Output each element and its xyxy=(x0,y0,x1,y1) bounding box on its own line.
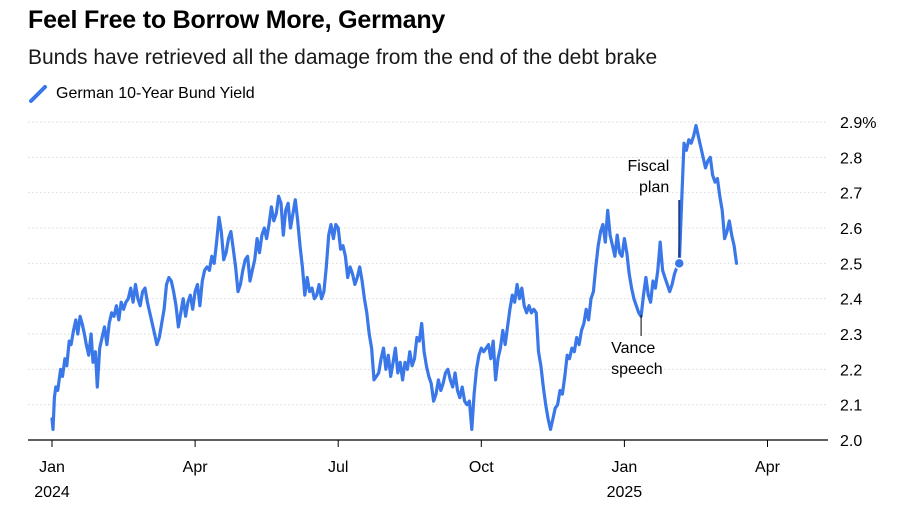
gridlines xyxy=(28,121,828,441)
y-tick-label: 2.5 xyxy=(840,256,862,273)
y-tick-label: 2.4 xyxy=(840,292,862,309)
x-tick-label: Oct xyxy=(469,459,494,476)
y-tick-label: 2.8 xyxy=(840,150,862,167)
legend-line-icon xyxy=(29,85,47,103)
x-tick-year-label: 2025 xyxy=(607,484,643,501)
x-tick-year-label: 2024 xyxy=(34,484,70,501)
fiscal-plan-label: plan xyxy=(639,179,669,196)
y-tick-label: 2.2 xyxy=(840,362,862,379)
y-tick-label: 2.6 xyxy=(840,221,862,238)
vance-speech-label: Vance xyxy=(611,340,655,357)
y-tick-label: 2.3 xyxy=(840,327,862,344)
x-tick-label: Jan xyxy=(39,459,65,476)
x-tick-label: Apr xyxy=(755,459,781,476)
y-axis: 2.9% 2.8 2.7 2.6 2.5 2.4 2.3 2.2 2.1 2.0 xyxy=(840,115,876,450)
x-axis: Jan 2024 Apr Jul Oct Jan 2025 Apr xyxy=(34,440,781,501)
series-line-bund-yield xyxy=(50,123,739,431)
legend: German 10-Year Bund Yield xyxy=(28,84,255,104)
legend-label: German 10-Year Bund Yield xyxy=(56,85,255,102)
x-tick-label: Jan xyxy=(612,459,638,476)
y-tick-label: 2.9% xyxy=(840,115,876,132)
fiscal-plan-label: Fiscal xyxy=(627,158,669,175)
y-tick-label: 2.7 xyxy=(840,186,862,203)
fiscal-plan-marker-dot xyxy=(673,257,686,270)
y-tick-label: 2.1 xyxy=(840,398,862,415)
annotations: Fiscal plan Vance speech xyxy=(611,158,686,378)
series-layer xyxy=(50,123,739,431)
vance-speech-label: speech xyxy=(611,361,663,378)
y-tick-label: 2.0 xyxy=(840,433,862,450)
x-tick-label: Apr xyxy=(183,459,209,476)
chart-title: Feel Free to Borrow More, Germany xyxy=(28,6,446,34)
x-tick-label: Jul xyxy=(328,459,348,476)
chart-subtitle: Bunds have retrieved all the damage from… xyxy=(28,46,658,69)
